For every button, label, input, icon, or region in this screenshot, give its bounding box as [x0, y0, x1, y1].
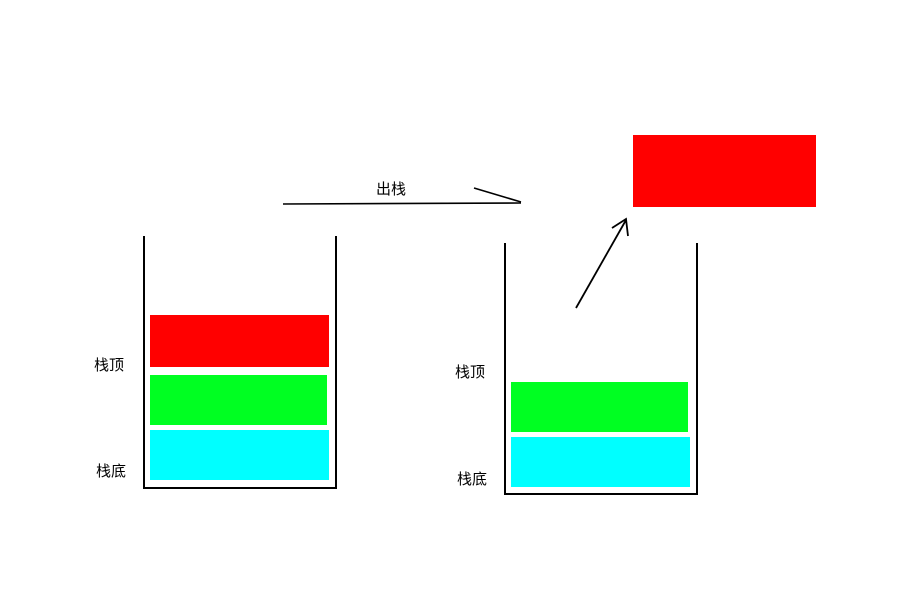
left-stack-container	[143, 236, 337, 489]
left-stack-top-label: 栈顶	[94, 356, 125, 374]
left-stack-block-middle	[150, 375, 327, 425]
left-stack-bottom-label: 栈底	[96, 462, 127, 480]
right-stack-block-top	[511, 382, 688, 432]
pop-label: 出栈	[376, 180, 407, 198]
right-stack-top-label: 栈顶	[455, 363, 486, 381]
left-stack-block-top	[150, 315, 329, 367]
right-stack-bottom-label: 栈底	[457, 470, 488, 488]
right-stack-block-bottom	[511, 437, 690, 487]
pop-arrow	[282, 187, 522, 205]
right-stack-container	[504, 243, 698, 495]
popped-block	[633, 135, 816, 207]
left-stack-block-bottom	[150, 430, 329, 480]
popped-out-arrow	[575, 217, 629, 309]
